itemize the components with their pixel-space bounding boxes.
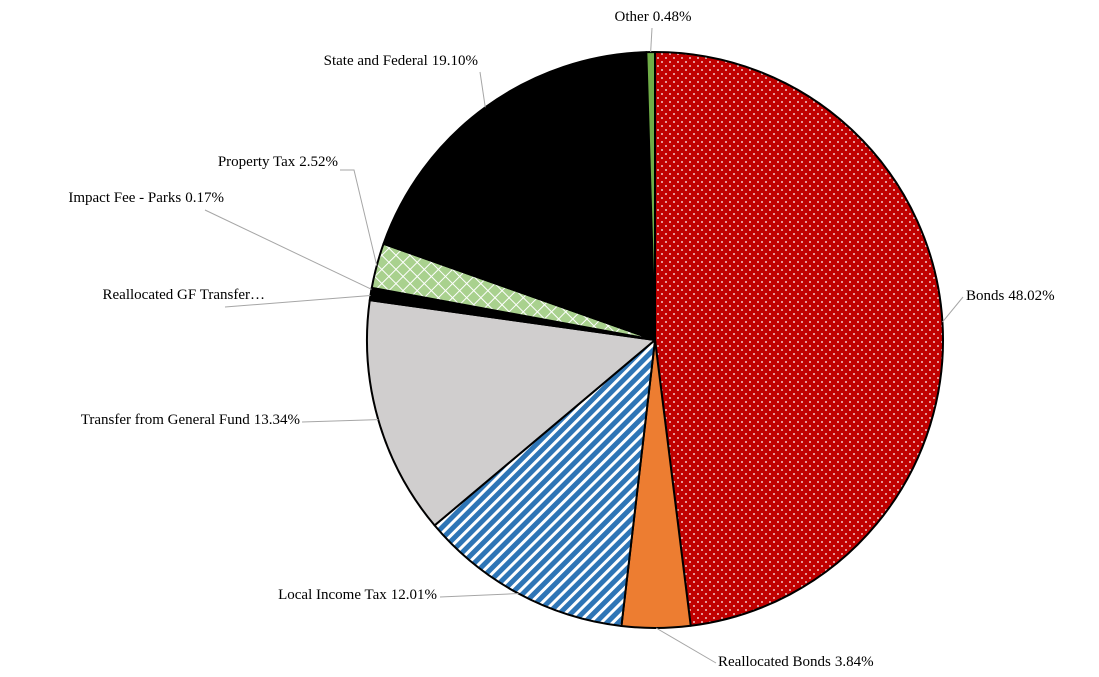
leader-line <box>479 71 486 108</box>
value-label: 0.17% <box>185 190 224 206</box>
value-label: 3.84% <box>835 654 874 670</box>
category-label: Bonds <box>966 288 1005 304</box>
category-label: State and Federal <box>324 53 428 69</box>
leader-line <box>301 419 379 423</box>
value-label: 19.10% <box>432 53 478 69</box>
category-label: Transfer from General Fund <box>81 412 250 428</box>
value-label: 13.34% <box>254 412 300 428</box>
leader-line <box>942 296 964 323</box>
category-label: Impact Fee - Parks <box>68 190 181 206</box>
leader-line <box>340 169 378 266</box>
pie-slice <box>382 51 656 341</box>
data-label: Impact Fee - Parks 0.17% <box>68 190 224 206</box>
leader-line <box>224 294 371 308</box>
data-label: Transfer from General Fund 13.34% <box>81 412 300 428</box>
category-label: Local Income Tax <box>278 587 387 603</box>
labels: Bonds 48.02% Reallocated Bonds 3.84% Local I… <box>68 9 1054 670</box>
data-label: Reallocated GF Transfer… <box>103 287 265 303</box>
pie-slice <box>645 51 656 341</box>
value-label: 12.01% <box>391 587 437 603</box>
data-label: Bonds 48.02% <box>966 288 1055 304</box>
leader-line <box>204 209 372 290</box>
category-label: Reallocated GF Transfer… <box>103 287 265 303</box>
leader-line <box>655 627 717 664</box>
pie <box>366 51 944 629</box>
leader-line <box>650 27 653 53</box>
data-label: Local Income Tax 12.01% <box>278 587 437 603</box>
pie-slice <box>654 51 944 627</box>
category-label: Property Tax <box>218 154 296 170</box>
value-label: 2.52% <box>299 154 338 170</box>
category-label: Reallocated Bonds <box>718 654 831 670</box>
category-label: Other <box>615 9 649 25</box>
data-label: Other 0.48% <box>615 9 692 25</box>
pie-slice <box>433 339 656 628</box>
data-label: Reallocated Bonds 3.84% <box>718 654 874 670</box>
data-label: State and Federal 19.10% <box>324 53 478 69</box>
leader-line <box>439 593 519 598</box>
value-label: 48.02% <box>1008 288 1054 304</box>
data-label: Property Tax 2.52% <box>218 154 338 170</box>
value-label: 0.48% <box>653 9 692 25</box>
